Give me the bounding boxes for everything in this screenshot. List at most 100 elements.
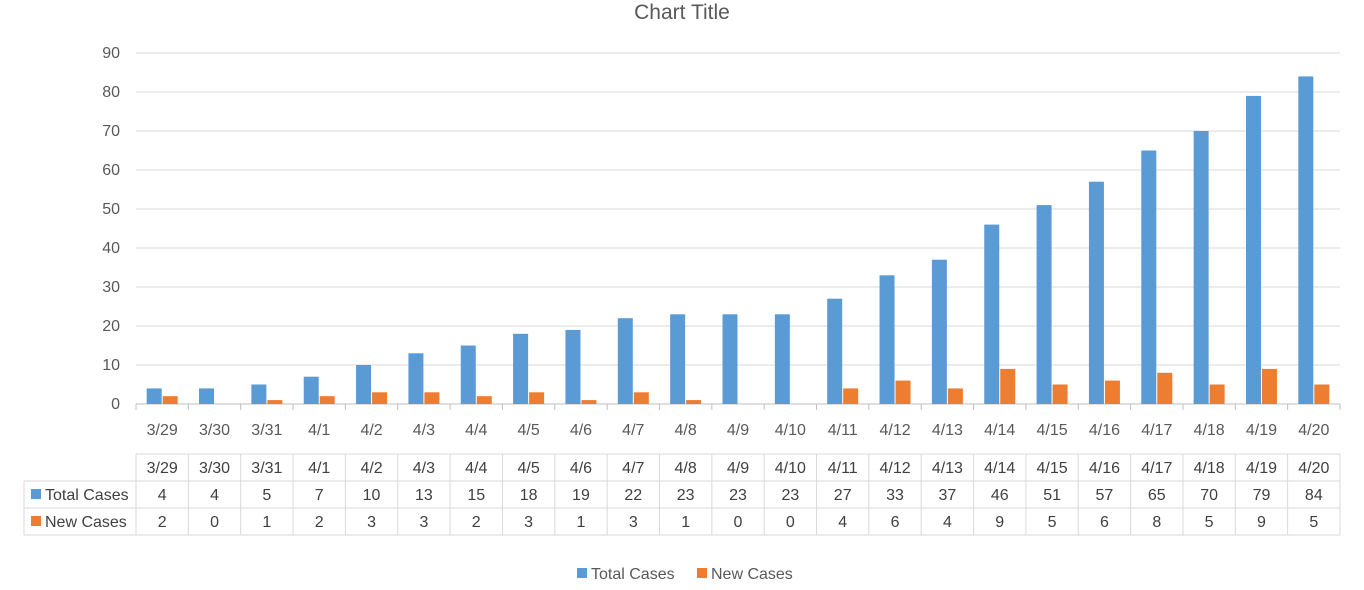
- gridlines: [136, 52, 1340, 405]
- legend-label: New Cases: [711, 566, 793, 583]
- bar-total-cases: [513, 333, 529, 404]
- table-value-cell: 15: [467, 487, 485, 504]
- x-tick-label: 4/2: [360, 422, 382, 439]
- table-value-cell: 8: [1152, 514, 1161, 531]
- table-header-cell: 4/11: [828, 460, 858, 477]
- x-tick-label: 4/18: [1194, 422, 1225, 439]
- bar-total-cases: [670, 314, 686, 404]
- x-tick-label: 4/5: [517, 422, 539, 439]
- bar-total-cases: [722, 314, 738, 404]
- table-value-cell: 2: [158, 514, 167, 531]
- table-header-cell: 4/19: [1246, 460, 1277, 477]
- table-key-total-cases: [31, 489, 41, 499]
- bar-new-cases: [162, 396, 178, 404]
- bar-new-cases: [1052, 384, 1068, 404]
- bar-total-cases: [356, 365, 372, 404]
- table-header-cell: 3/30: [199, 460, 230, 477]
- table-value-cell: 4: [838, 514, 847, 531]
- bar-total-cases: [879, 275, 895, 404]
- x-tick-label: 4/7: [622, 422, 644, 439]
- table-header-cell: 4/14: [984, 460, 1015, 477]
- bar-new-cases: [895, 380, 911, 404]
- x-tick-label: 4/6: [570, 422, 592, 439]
- table-value-cell: 3: [367, 514, 376, 531]
- bar-new-cases: [633, 392, 649, 404]
- bar-total-cases: [774, 314, 790, 404]
- bar-total-cases: [251, 384, 267, 404]
- bar-total-cases: [1193, 131, 1209, 404]
- bar-new-cases: [1157, 372, 1173, 404]
- x-tick-label: 4/20: [1298, 422, 1329, 439]
- table-header-cell: 4/15: [1037, 460, 1068, 477]
- y-tick-label: 30: [102, 279, 120, 296]
- table-value-cell: 3: [629, 514, 638, 531]
- x-tick-label: 4/1: [308, 422, 330, 439]
- table-value-cell: 3: [524, 514, 533, 531]
- table-value-cell: 19: [572, 487, 590, 504]
- table-value-cell: 46: [991, 487, 1009, 504]
- bar-total-cases: [1036, 205, 1052, 404]
- data-table: 3/29 3/30 3/31 4/1 4/2 4/3 4/4 4/5 4/6 4/7 4/8 4/9 4…: [23, 453, 1341, 536]
- table-value-cell: 2: [315, 514, 324, 531]
- table-value-cell: 18: [520, 487, 538, 504]
- table-header-cell: 4/12: [879, 460, 910, 477]
- table-header-cell: 4/17: [1141, 460, 1172, 477]
- x-tick-label: 4/8: [675, 422, 697, 439]
- bar-new-cases: [947, 388, 963, 404]
- bar-total-cases: [931, 259, 947, 404]
- bar-new-cases: [843, 388, 859, 404]
- table-header-cell: 4/16: [1089, 460, 1120, 477]
- table-header-cell: 4/5: [517, 460, 539, 477]
- table-header-cell: 4/2: [360, 460, 382, 477]
- legend-swatch-new-cases: [697, 568, 707, 578]
- y-axis-ticks: 0 10 20 30 40 50 60 70 80 90: [102, 45, 120, 413]
- table-value-cell: 57: [1096, 487, 1114, 504]
- table-value-cell: 6: [891, 514, 900, 531]
- table-value-cell: 4: [158, 487, 167, 504]
- bar-total-cases: [617, 318, 633, 404]
- table-value-cell: 23: [781, 487, 799, 504]
- table-header-cell: 4/4: [465, 460, 487, 477]
- table-value-cell: 1: [577, 514, 586, 531]
- bar-new-cases: [581, 400, 597, 404]
- bar-new-cases: [267, 400, 283, 404]
- table-value-cell: 4: [943, 514, 952, 531]
- y-tick-label: 0: [111, 396, 120, 413]
- bar-new-cases: [372, 392, 388, 404]
- bar-total-cases: [1141, 150, 1157, 404]
- table-value-cell: 70: [1200, 487, 1218, 504]
- bar-new-cases: [476, 396, 492, 404]
- table-value-cell: 2: [472, 514, 481, 531]
- table-value-cell: 13: [415, 487, 433, 504]
- bar-new-cases: [529, 392, 545, 404]
- table-header-cell: 3/29: [147, 460, 178, 477]
- table-value-cell: 4: [210, 487, 219, 504]
- x-tick-label: 4/4: [465, 422, 487, 439]
- table-value-cell: 5: [262, 487, 271, 504]
- bar-new-cases: [319, 396, 335, 404]
- table-header-cell: 4/3: [413, 460, 435, 477]
- table-header-cell: 4/8: [675, 460, 697, 477]
- x-tick-label: 4/17: [1141, 422, 1172, 439]
- table-row-label: Total Cases: [45, 487, 129, 504]
- table-value-cell: 23: [729, 487, 747, 504]
- bar-total-cases: [1298, 76, 1314, 405]
- table-value-cell: 79: [1253, 487, 1271, 504]
- bar-total-cases: [827, 298, 843, 404]
- bar-total-cases: [460, 345, 476, 404]
- x-tick-label: 3/29: [147, 422, 178, 439]
- x-tick-label: 4/3: [413, 422, 435, 439]
- bar-new-cases: [686, 400, 702, 404]
- bar-total-cases: [565, 329, 581, 404]
- table-header-cell: 4/1: [308, 460, 330, 477]
- table-header-cell: 3/31: [251, 460, 282, 477]
- x-tick-label: 4/19: [1246, 422, 1277, 439]
- table-value-cell: 3: [419, 514, 428, 531]
- x-tick-label: 3/30: [199, 422, 230, 439]
- table-value-cell: 7: [315, 487, 324, 504]
- table-header-cell: 4/18: [1194, 460, 1225, 477]
- x-tick-label: 4/9: [727, 422, 749, 439]
- table-value-cell: 10: [363, 487, 381, 504]
- x-tick-label: 4/15: [1037, 422, 1068, 439]
